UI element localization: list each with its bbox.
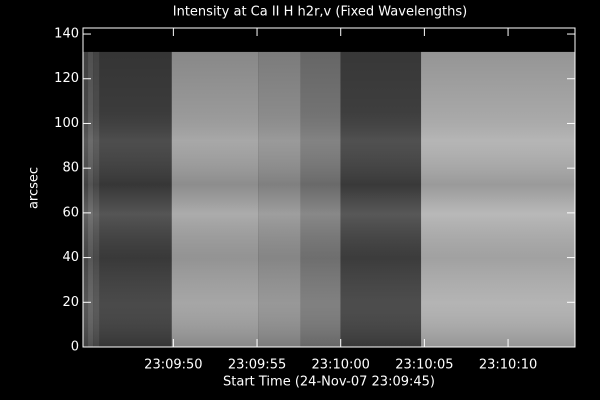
x-axis-label: Start Time (24-Nov-07 23:09:45) (223, 375, 435, 390)
texture (83, 51, 575, 348)
y-tick-label: 60 (62, 205, 79, 220)
y-tick-label: 120 (54, 71, 79, 86)
y-tick-label: 20 (62, 295, 79, 310)
x-tick-label: 23:10:00 (312, 358, 370, 373)
y-tick-label: 0 (71, 340, 79, 355)
y-tick-label: 40 (62, 250, 79, 265)
x-tick-label: 23:10:10 (479, 358, 537, 373)
chart-title: Intensity at Ca II H h2r,v (Fixed Wavele… (173, 5, 467, 20)
y-axis-label: arcsec (27, 167, 42, 209)
x-tick-label: 23:09:50 (144, 358, 202, 373)
plot-frame (82, 27, 576, 348)
x-tick-label: 23:10:05 (395, 358, 453, 373)
y-tick-label: 100 (54, 116, 79, 131)
y-tick-label: 80 (62, 161, 79, 176)
x-tick-label: 23:09:55 (228, 358, 286, 373)
y-tick-label: 140 (54, 27, 79, 42)
